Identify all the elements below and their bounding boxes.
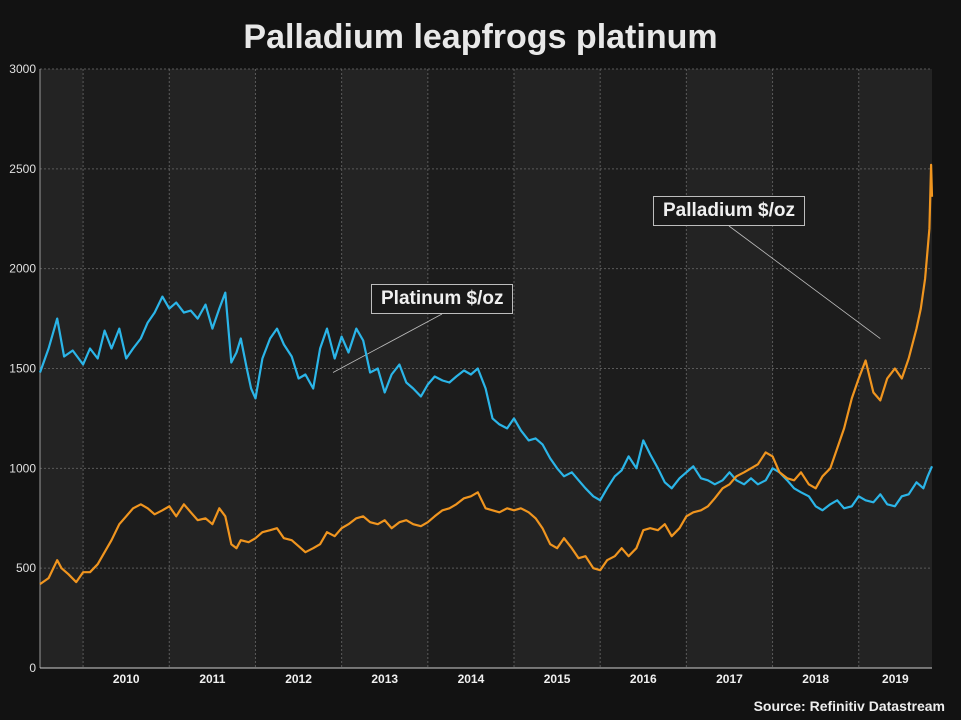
y-axis: 0 500 1000 1500 2000 2500 3000 <box>9 62 41 675</box>
y-tick-label: 1500 <box>9 362 36 376</box>
palladium-series-line <box>39 163 934 586</box>
annotation-leader <box>728 225 881 339</box>
x-tick-label: 2010 <box>113 672 140 686</box>
x-tick-label: 2015 <box>544 672 571 686</box>
x-tick-label: 2017 <box>716 672 743 686</box>
y-tick-label: 1000 <box>9 461 36 475</box>
x-tick-label: 2018 <box>802 672 829 686</box>
chart-title: Palladium leapfrogs platinum <box>243 18 718 56</box>
platinum-series-line <box>38 291 934 512</box>
source-note: Source: Refinitiv Datastream <box>753 698 945 714</box>
x-axis: 2010 2011 2012 2013 2014 2015 2016 2017 2018 2019 <box>40 667 932 686</box>
series-lines <box>38 163 934 586</box>
y-tick-label: 0 <box>29 661 36 675</box>
x-tick-label: 2012 <box>285 672 312 686</box>
y-tick-label: 3000 <box>9 62 36 76</box>
y-tick-label: 2000 <box>9 262 36 276</box>
annotation-leader <box>332 313 443 373</box>
platinum-label: Platinum $/oz <box>371 284 514 314</box>
y-tick-label: 500 <box>16 561 36 575</box>
x-tick-label: 2016 <box>630 672 657 686</box>
x-tick-label: 2014 <box>458 672 485 686</box>
x-tick-label: 2019 <box>882 672 909 686</box>
x-tick-label: 2011 <box>199 672 225 686</box>
gridlines <box>40 68 932 668</box>
annotation-leaders <box>332 225 881 373</box>
y-tick-label: 2500 <box>9 162 36 176</box>
x-tick-label: 2013 <box>371 672 398 686</box>
palladium-label: Palladium $/oz <box>653 196 805 226</box>
